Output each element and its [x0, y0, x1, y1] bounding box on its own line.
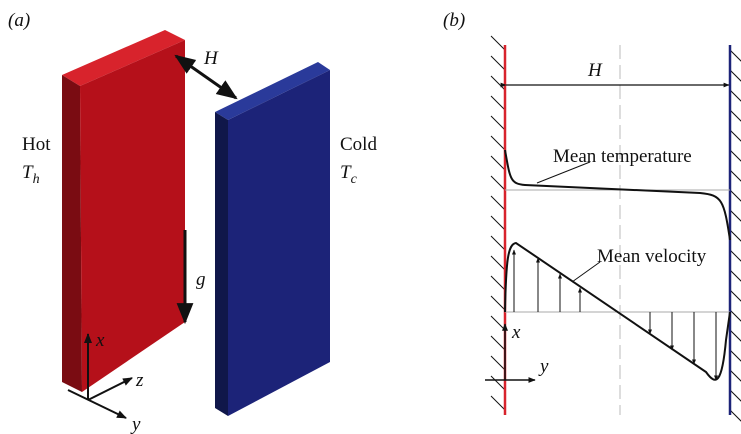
cold-front [228, 70, 330, 416]
hatch-line [490, 335, 506, 351]
hot-front [80, 40, 185, 392]
hatch-line [490, 255, 506, 271]
panel-label: (a) [8, 10, 30, 31]
hatch-line [490, 275, 506, 291]
cold-side [215, 112, 228, 416]
hatch-line [490, 115, 506, 131]
gap-arrow [174, 54, 238, 100]
hatch-line [729, 209, 741, 222]
hatch-line [729, 289, 741, 302]
hatch-line [490, 395, 506, 411]
axis-x-label: x [511, 322, 521, 343]
leader [536, 161, 591, 184]
hatch-line [490, 375, 506, 391]
axis-z-label: z [135, 370, 144, 391]
cold-symbol: Tc [340, 162, 358, 187]
hatch-line [729, 149, 741, 162]
hatch-line [729, 369, 741, 382]
hatch-line [490, 315, 506, 331]
gap-label: H [587, 60, 603, 81]
hatch-line [729, 49, 741, 62]
axis-y-label: y [130, 414, 141, 434]
axis-x-label: x [95, 330, 105, 351]
cold-label: Cold [340, 134, 377, 155]
hatch-line [490, 135, 506, 151]
hatch-line [729, 349, 741, 362]
hatch-line [729, 109, 741, 122]
hatch-line [729, 189, 741, 202]
cold-top [215, 62, 330, 120]
hatch-line [490, 215, 506, 231]
velocity-profile [504, 241, 731, 381]
hatch-line [490, 55, 506, 71]
hot-top [62, 30, 185, 86]
velocity-arrows [512, 249, 718, 381]
panel-b: (b) H Mean temperature Mean velocity x y [443, 10, 741, 422]
hatch-line [729, 89, 741, 102]
panel-a: (a) H Hot Th Cold Tc g x z y [8, 10, 377, 434]
hatch-line [729, 249, 741, 262]
gap-label: H [203, 48, 219, 69]
hatch-line [490, 95, 506, 111]
hatch-line [729, 229, 741, 242]
hatch-line [490, 235, 506, 251]
axis-y-label: y [538, 356, 549, 377]
hatch-line [490, 175, 506, 191]
hatch-line [729, 69, 741, 82]
panel-label: (b) [443, 10, 465, 31]
hatch-line [729, 329, 741, 342]
temperature-profile [504, 149, 731, 241]
hatch-line [729, 129, 741, 142]
axis-y [67, 389, 127, 419]
hatch-line [490, 35, 506, 51]
wall-hatch [490, 35, 741, 422]
hatch-line [490, 195, 506, 211]
hatch-line [490, 155, 506, 171]
leader [571, 261, 601, 283]
temperature-label: Mean temperature [553, 146, 692, 167]
hatch-line [729, 409, 741, 422]
axis-z [87, 377, 133, 401]
velocity-label: Mean velocity [597, 246, 707, 267]
hot-symbol: Th [22, 162, 40, 187]
hatch-line [490, 295, 506, 311]
hot-label: Hot [22, 134, 51, 155]
gravity-label: g [196, 269, 206, 290]
hatch-line [729, 309, 741, 322]
hot-side [62, 75, 82, 392]
hatch-line [729, 269, 741, 282]
hatch-line [729, 389, 741, 402]
hatch-line [490, 75, 506, 91]
hatch-line [729, 169, 741, 182]
hatch-line [490, 355, 506, 371]
